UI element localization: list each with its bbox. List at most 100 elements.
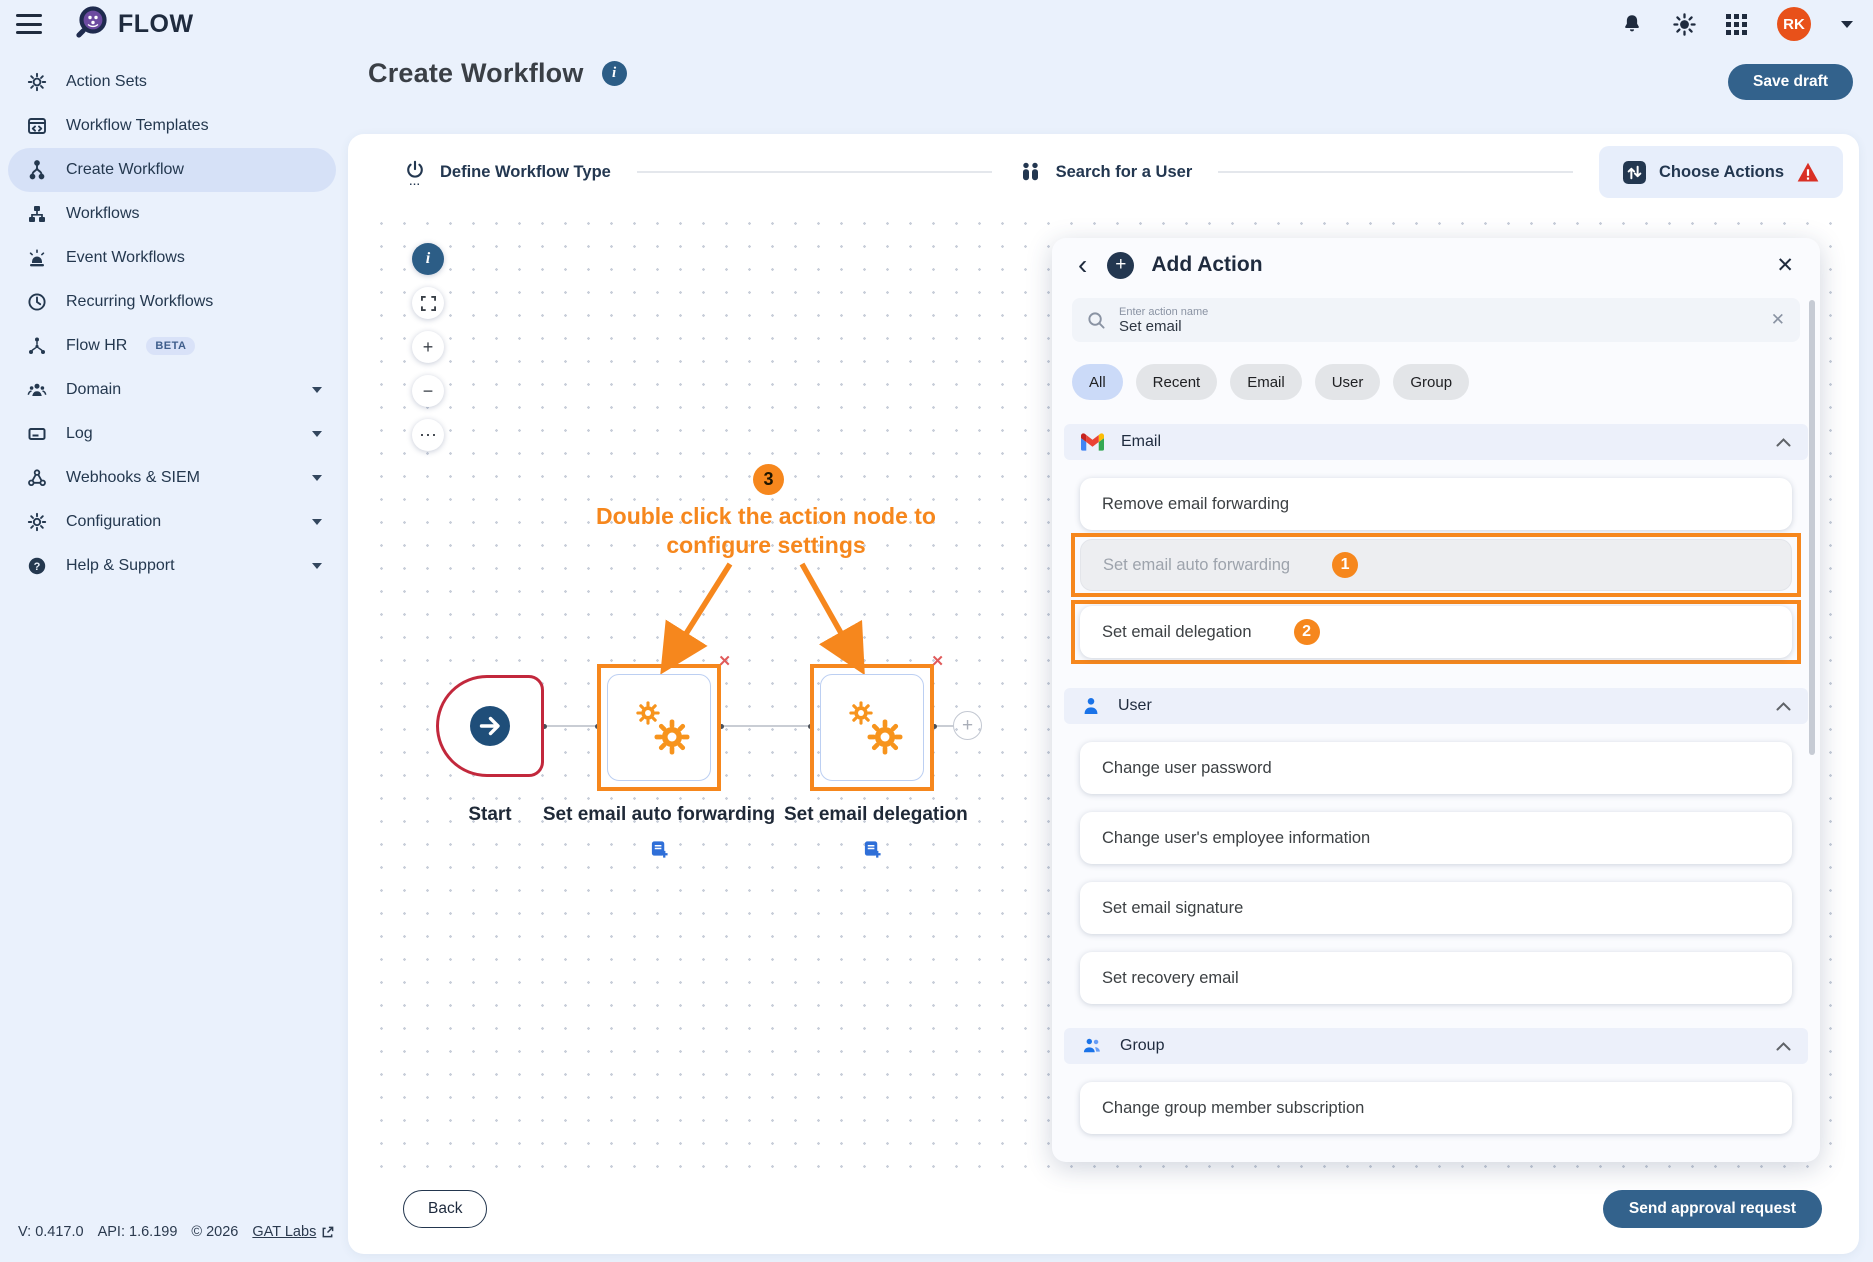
chevron-up-icon[interactable] [1776,701,1791,711]
back-button[interactable]: Back [403,1190,488,1228]
configure-doc-icon[interactable] [863,840,882,859]
chevron-down-icon[interactable] [312,475,322,481]
sidebar-item-label: Domain [66,381,122,398]
avatar[interactable]: RK [1777,7,1811,41]
action-set-recovery-email[interactable]: Set recovery email [1080,952,1792,1004]
annotation-arrows [660,562,865,676]
sidebar-item-label: Event Workflows [66,249,185,266]
edge-start-to-node1 [544,725,597,727]
notifications-bell-icon[interactable] [1621,12,1643,36]
edge-dot [719,724,724,729]
sidebar-item-create-workflow[interactable]: Create Workflow [8,148,336,192]
sidebar-item-domain[interactable]: Domain [0,368,340,412]
action-search-input[interactable] [1119,317,1771,335]
action-search-box[interactable]: Enter action name ✕ [1072,298,1800,342]
sidebar-item-configuration[interactable]: Configuration [0,500,340,544]
action-node-body[interactable] [820,674,924,781]
delete-node-icon[interactable]: ✕ [718,653,731,670]
chevron-down-icon[interactable] [312,563,322,569]
sidebar-item-workflow-templates[interactable]: Workflow Templates [0,104,340,148]
more-options-icon[interactable]: ⋯ [412,419,444,451]
webhooks-icon [28,469,46,486]
warning-icon [1797,162,1819,182]
version-text: V: 0.417.0 [18,1224,84,1240]
step-define-workflow-type[interactable]: ... Define Workflow Type [404,159,611,188]
panel-add-icon[interactable]: + [1107,251,1135,279]
chevron-up-icon[interactable] [1776,1041,1791,1051]
sidebar-item-log[interactable]: Log [0,412,340,456]
choose-actions-icon [1623,160,1647,184]
sidebar-item-workflows[interactable]: Workflows [0,192,340,236]
start-node[interactable] [436,675,544,777]
sidebar-item-webhooks-siem[interactable]: Webhooks & SIEM [0,456,340,500]
action-change-employee-information[interactable]: Change user's employee information [1080,812,1792,864]
apps-grid-icon[interactable] [1726,13,1747,35]
sidebar-item-help-support[interactable]: ? Help & Support [0,544,340,588]
panel-scrollbar[interactable] [1809,300,1815,755]
theme-brightness-icon[interactable] [1673,12,1696,36]
info-icon[interactable]: i [601,61,627,86]
sidebar-item-recurring-workflows[interactable]: Recurring Workflows [0,280,340,324]
chevron-down-icon[interactable] [312,431,322,437]
app-footer: V: 0.417.0 API: 1.6.199 © 2026 GAT Labs [18,1224,334,1240]
menu-hamburger-icon[interactable] [16,14,42,34]
action-set-email-delegation[interactable]: Set email delegation 2 [1080,606,1792,658]
external-link-icon [322,1226,334,1237]
action-remove-email-forwarding[interactable]: Remove email forwarding [1080,478,1792,530]
delete-node-icon[interactable]: ✕ [931,653,944,670]
account-caret-icon[interactable] [1841,20,1853,28]
step-choose-actions[interactable]: Choose Actions [1599,146,1843,198]
sidebar-item-event-workflows[interactable]: Event Workflows [0,236,340,280]
chip-email[interactable]: Email [1230,364,1302,400]
sidebar-item-label: Log [66,425,93,442]
chip-recent[interactable]: Recent [1135,364,1218,400]
panel-back-icon[interactable]: ‹ [1078,249,1088,280]
save-draft-button[interactable]: Save draft [1728,64,1853,100]
search-clear-icon[interactable]: ✕ [1770,310,1785,329]
recurring-workflows-clock-icon [28,293,46,311]
section-header-email[interactable]: Email [1064,424,1808,460]
chip-user[interactable]: User [1314,364,1381,400]
configure-doc-icon[interactable] [650,840,669,859]
sidebar-item-label: Help & Support [66,557,175,574]
gear-icon [654,719,690,755]
action-label: Set email delegation [1102,622,1252,641]
send-approval-request-button[interactable]: Send approval request [1602,1190,1822,1228]
action-sets-gear-icon [27,72,47,92]
add-node-button[interactable]: + [953,711,982,740]
chevron-down-icon[interactable] [312,519,322,525]
gat-labs-link[interactable]: GAT Labs [252,1224,334,1240]
section-header-user[interactable]: User [1064,688,1808,724]
action-change-user-password[interactable]: Change user password [1080,742,1792,794]
svg-text:?: ? [34,561,41,573]
section-header-group[interactable]: Group [1064,1028,1808,1064]
zoom-in-icon[interactable]: + [412,331,444,363]
action-node-body[interactable] [607,674,711,781]
action-set-email-auto-forwarding[interactable]: Set email auto forwarding 1 [1080,539,1792,591]
panel-close-icon[interactable]: ✕ [1776,253,1794,277]
sidebar-item-action-sets[interactable]: Action Sets [0,60,340,104]
stepper-connector [1218,171,1574,173]
node-set-email-delegation[interactable]: ✕ [810,653,944,791]
beta-badge: BETA [146,337,196,355]
start-arrow-icon [470,706,510,746]
action-change-group-member-subscription[interactable]: Change group member subscription [1080,1082,1792,1134]
sidebar-item-flow-hr[interactable]: Flow HR BETA [0,324,340,368]
chip-group[interactable]: Group [1393,364,1470,400]
topbar: FLOW RK [0,0,1873,48]
workflows-hierarchy-icon [29,206,45,222]
chevron-up-icon[interactable] [1776,437,1791,447]
fit-view-icon[interactable] [412,287,444,319]
flow-logo-icon [76,6,107,38]
step-label: Search for a User [1055,162,1193,181]
step-search-for-user[interactable]: Search for a User [1018,162,1193,183]
chevron-down-icon[interactable] [312,387,322,393]
edge-node1-to-node2 [721,725,810,727]
filter-chips: All Recent Email User Group [1072,364,1800,400]
node-set-email-auto-forwarding[interactable]: ✕ [597,653,731,791]
zoom-out-icon[interactable]: − [412,375,444,407]
canvas-info-icon[interactable]: i [412,243,444,275]
section-title: User [1118,697,1152,714]
chip-all[interactable]: All [1072,364,1123,400]
action-set-email-signature[interactable]: Set email signature [1080,882,1792,934]
